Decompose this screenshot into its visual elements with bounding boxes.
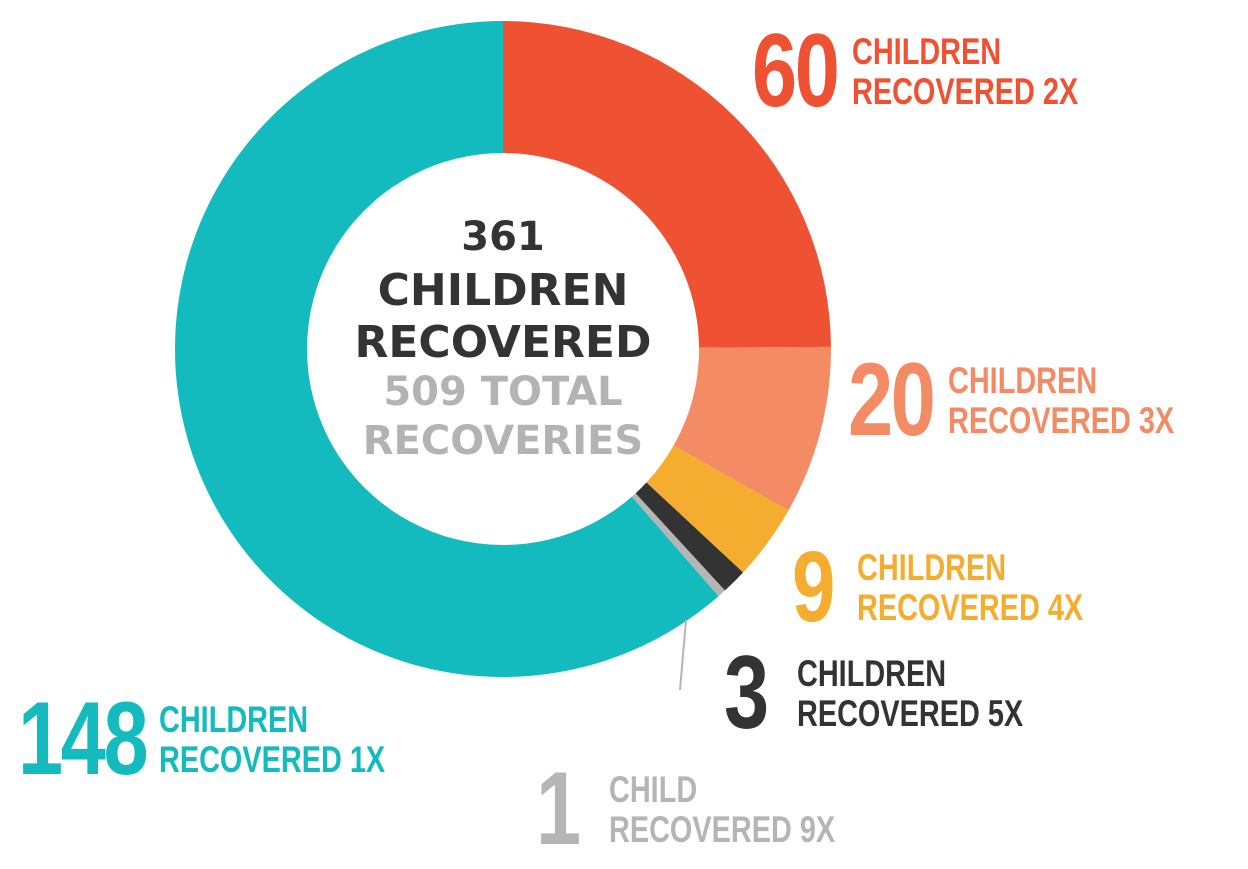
center-recovered: RECOVERED — [354, 317, 651, 368]
donut-slice-4x — [646, 445, 789, 573]
slice-text: CHILDREN RECOVERED 5X — [796, 652, 1023, 734]
donut-slice-2x — [503, 21, 831, 348]
donut-slice-1x — [174, 21, 719, 677]
slice-value: 60 — [752, 13, 840, 129]
donut-slice-5x — [635, 482, 744, 591]
slice-text: CHILD RECOVERED 9X — [608, 768, 835, 850]
slice-text: CHILDREN RECOVERED 4X — [856, 546, 1083, 628]
slice-label-2x: 60 CHILDREN RECOVERED 2X — [752, 12, 1142, 131]
slice-value: 148 — [18, 681, 149, 797]
donut-slice-9x — [631, 493, 725, 597]
slice-label-3x: 20 CHILDREN RECOVERED 3X — [848, 341, 1238, 460]
slice-text-line2: RECOVERED 1X — [158, 738, 385, 780]
center-children: CHILDREN — [378, 265, 629, 316]
slice-label-1x: 148 CHILDREN RECOVERED 1X — [18, 680, 448, 799]
slice-text-line2: RECOVERED 4X — [856, 586, 1083, 628]
slice-text-line1: CHILDREN — [947, 359, 1097, 401]
donut-slice-3x — [673, 346, 832, 511]
donut-slices — [174, 21, 832, 677]
slice-text-line2: RECOVERED 3X — [947, 399, 1174, 441]
slice-text: CHILDREN RECOVERED 3X — [947, 359, 1174, 441]
slice-text-line1: CHILDREN — [851, 30, 1001, 72]
slice-label-4x: 9 CHILDREN RECOVERED 4X — [792, 530, 1147, 645]
slice-text-line2: RECOVERED 5X — [796, 692, 1023, 734]
slice-text-line1: CHILDREN — [856, 546, 1006, 588]
slice-text-line2: RECOVERED 2X — [851, 70, 1078, 112]
leader-line-9x — [679, 619, 687, 691]
slice-label-9x: 1 CHILD RECOVERED 9X — [536, 750, 899, 869]
slice-text: CHILDREN RECOVERED 2X — [851, 30, 1078, 112]
center-total: 509 TOTAL — [383, 369, 622, 415]
slice-value: 9 — [792, 531, 835, 643]
slice-text-line2: RECOVERED 9X — [608, 808, 835, 850]
slice-text-line1: CHILD — [608, 768, 698, 810]
slice-text-line1: CHILDREN — [158, 698, 308, 740]
slice-label-5x: 3 CHILDREN RECOVERED 5X — [724, 634, 1087, 753]
center-recoveries: RECOVERIES — [363, 418, 644, 464]
slice-text: CHILDREN RECOVERED 1X — [158, 698, 385, 780]
slice-value: 20 — [848, 342, 936, 458]
slice-text-line1: CHILDREN — [796, 652, 946, 694]
slice-value: 1 — [536, 751, 581, 867]
slice-value: 3 — [724, 635, 769, 751]
center-label: 361 CHILDREN RECOVERED 509 TOTAL RECOVER… — [354, 214, 651, 464]
center-count: 361 — [461, 214, 545, 260]
